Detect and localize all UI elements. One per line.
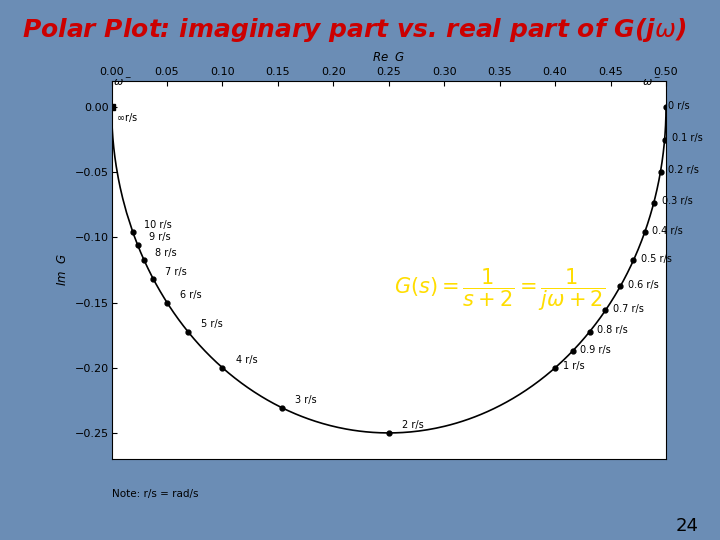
- Text: 3 r/s: 3 r/s: [295, 395, 317, 405]
- Text: 10 r/s: 10 r/s: [144, 220, 172, 230]
- Text: 0.1 r/s: 0.1 r/s: [672, 133, 703, 143]
- Y-axis label: Im  $G$: Im $G$: [56, 254, 69, 286]
- Text: 0.4 r/s: 0.4 r/s: [652, 226, 683, 236]
- Text: $\omega^-$: $\omega^-$: [113, 76, 132, 87]
- Text: 0.6 r/s: 0.6 r/s: [628, 280, 659, 290]
- Text: 8 r/s: 8 r/s: [156, 248, 177, 258]
- Text: 4 r/s: 4 r/s: [235, 355, 258, 365]
- Text: 0.9 r/s: 0.9 r/s: [580, 345, 611, 355]
- Text: 0.5 r/s: 0.5 r/s: [641, 254, 672, 264]
- Text: 5 r/s: 5 r/s: [202, 319, 223, 329]
- Text: 2 r/s: 2 r/s: [402, 420, 424, 430]
- Text: $\infty$r/s: $\infty$r/s: [116, 111, 138, 124]
- Text: 6 r/s: 6 r/s: [180, 290, 202, 300]
- Text: 0.3 r/s: 0.3 r/s: [662, 197, 693, 206]
- Text: 9 r/s: 9 r/s: [149, 233, 171, 242]
- Text: $G(s) = \dfrac{1}{s+2} = \dfrac{1}{j\omega+2}$: $G(s) = \dfrac{1}{s+2} = \dfrac{1}{j\ome…: [394, 266, 606, 313]
- Text: 0 r/s: 0 r/s: [668, 101, 690, 111]
- Text: Note: r/s = rad/s: Note: r/s = rad/s: [112, 489, 198, 500]
- Text: 7 r/s: 7 r/s: [165, 267, 186, 276]
- Text: 0.7 r/s: 0.7 r/s: [613, 304, 644, 314]
- Text: 0.8 r/s: 0.8 r/s: [598, 326, 628, 335]
- Text: Polar Plot: imaginary part vs. real part of G(j$\omega$): Polar Plot: imaginary part vs. real part…: [22, 16, 686, 44]
- Text: 1 r/s: 1 r/s: [563, 361, 585, 372]
- X-axis label: Re  $G$: Re $G$: [372, 51, 405, 64]
- Text: 24: 24: [675, 517, 698, 535]
- Text: 0.2 r/s: 0.2 r/s: [668, 165, 699, 176]
- Text: $\omega^-$: $\omega^-$: [642, 76, 660, 87]
